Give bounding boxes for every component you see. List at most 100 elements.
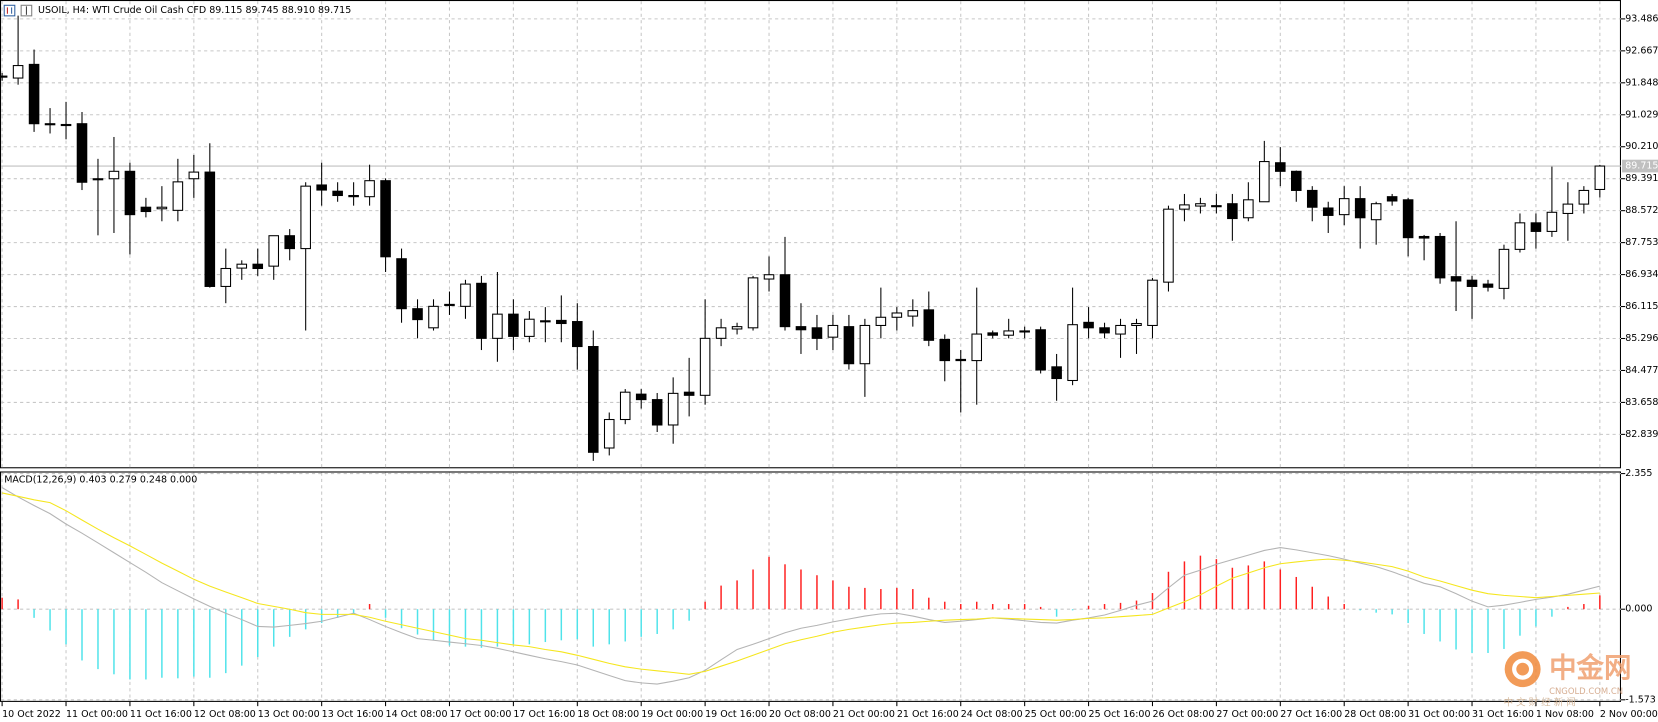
candle-body — [380, 180, 391, 258]
candle-body — [268, 235, 280, 267]
x-tick-label: 19 Oct 16:00 — [705, 709, 767, 720]
candle-body — [1530, 222, 1542, 232]
candle-body — [332, 190, 343, 197]
y-tick-label: 86.934 — [1625, 269, 1658, 280]
x-tick-label: 28 Oct 08:00 — [1344, 709, 1406, 720]
candle-body — [811, 327, 823, 339]
y-tick-label: 87.753 — [1625, 237, 1658, 248]
candle-body — [619, 391, 631, 421]
y-tick-label: -1.573 — [1625, 694, 1656, 705]
candle-body — [1019, 330, 1030, 333]
candle-body — [1402, 199, 1414, 239]
candle-body — [1115, 324, 1126, 335]
candle-body — [1259, 161, 1270, 203]
candle-body — [220, 267, 232, 287]
candle-body — [923, 309, 935, 341]
x-tick-label: 25 Oct 00:00 — [1025, 709, 1087, 720]
y-tick-label: 89.391 — [1625, 173, 1658, 184]
candle-body — [971, 333, 983, 362]
candle-body — [1498, 248, 1510, 289]
x-tick-label: 14 Oct 08:00 — [386, 709, 448, 720]
candle-body — [715, 327, 727, 339]
candle-body — [348, 194, 359, 198]
candle-body — [763, 274, 775, 280]
x-tick-label: 31 Oct 16:00 — [1472, 709, 1534, 720]
candle-body — [1338, 198, 1350, 216]
candle-body — [188, 171, 200, 180]
candle-body — [875, 316, 887, 326]
candle-body — [667, 392, 679, 426]
x-tick-label: 13 Oct 16:00 — [322, 709, 384, 720]
candle-body — [955, 358, 967, 362]
candle-body — [108, 170, 120, 180]
candle-body — [76, 123, 88, 183]
watermark-domain: CNGOLD.COM.CN — [1549, 686, 1623, 696]
y-tick-label: 86.115 — [1625, 301, 1658, 312]
candle-body — [1083, 321, 1094, 329]
candle-body — [779, 274, 791, 328]
watermark: 中金网 CNGOLD.COM.CN 中 文 财 经 新 闻 — [1504, 651, 1632, 708]
icon-box — [3, 4, 16, 17]
x-tick-label: 13 Oct 00:00 — [258, 709, 320, 720]
candle-body — [28, 63, 40, 125]
candle-body — [1466, 279, 1478, 287]
candle-body — [0, 75, 8, 78]
candle-body — [316, 184, 327, 191]
current-price-box — [1622, 159, 1658, 173]
y-tick-label: 85.296 — [1625, 333, 1658, 344]
candle-body — [300, 185, 311, 250]
x-tick-label: 24 Oct 08:00 — [961, 709, 1023, 720]
y-tick-label: 2.355 — [1625, 468, 1652, 479]
candle-body — [939, 338, 951, 362]
candle-body — [172, 181, 184, 211]
candle-body — [140, 206, 152, 213]
candle-body — [396, 258, 407, 310]
x-tick-label: 21 Oct 16:00 — [897, 709, 959, 720]
candle-body — [1243, 199, 1254, 219]
y-tick-label: 93.486 — [1625, 13, 1658, 24]
candle-body — [60, 123, 72, 127]
candle-body — [1163, 208, 1174, 283]
candle-body — [1051, 366, 1062, 380]
indicator-line — [1, 487, 1600, 685]
x-tick-label: 27 Oct 16:00 — [1280, 709, 1342, 720]
candle-body — [1354, 198, 1366, 219]
x-tick-label: 19 Oct 00:00 — [641, 709, 703, 720]
x-tick-label: 1 Nov 08:00 — [1536, 709, 1594, 720]
candle-body — [1306, 189, 1318, 208]
candle-body — [236, 263, 248, 269]
candle-body — [1370, 203, 1382, 221]
candle-body — [252, 263, 264, 270]
symbol-icon — [3, 4, 33, 17]
y-tick-label: 82.839 — [1625, 429, 1658, 440]
y-tick-label: 0.000 — [1625, 604, 1652, 615]
candle-body — [524, 318, 535, 337]
candle-body — [1450, 276, 1462, 282]
watermark-brand: 中金网 — [1549, 652, 1631, 684]
x-tick-label: 11 Oct 00:00 — [66, 709, 128, 720]
candle-body — [1418, 235, 1430, 239]
candle-body — [572, 321, 583, 348]
candle-body — [284, 235, 295, 250]
chart-title: USOIL, H4: WTI Crude Oil Cash CFD 89.115… — [38, 5, 351, 16]
candle-body — [1003, 330, 1014, 336]
indicator-title: MACD(12,26,9) 0.403 0.279 0.248 0.000 — [4, 474, 197, 485]
candle-body — [556, 319, 567, 325]
y-tick-label: 83.658 — [1625, 397, 1658, 408]
y-tick-label: 91.029 — [1625, 109, 1658, 120]
candle-body — [124, 170, 136, 216]
x-tick-label: 31 Oct 00:00 — [1408, 709, 1470, 720]
candle-body — [428, 305, 439, 329]
candle-body — [1290, 170, 1302, 191]
candle-body — [540, 320, 551, 323]
candle-body — [1322, 207, 1334, 216]
indicator-line — [2, 492, 1600, 675]
candle-body — [1562, 203, 1574, 214]
candle-body — [587, 346, 599, 453]
x-tick-label: 10 Oct 2022 — [2, 709, 61, 720]
watermark-logo-ring — [1512, 658, 1534, 680]
candle-body — [635, 393, 647, 401]
candle-body — [12, 65, 24, 79]
